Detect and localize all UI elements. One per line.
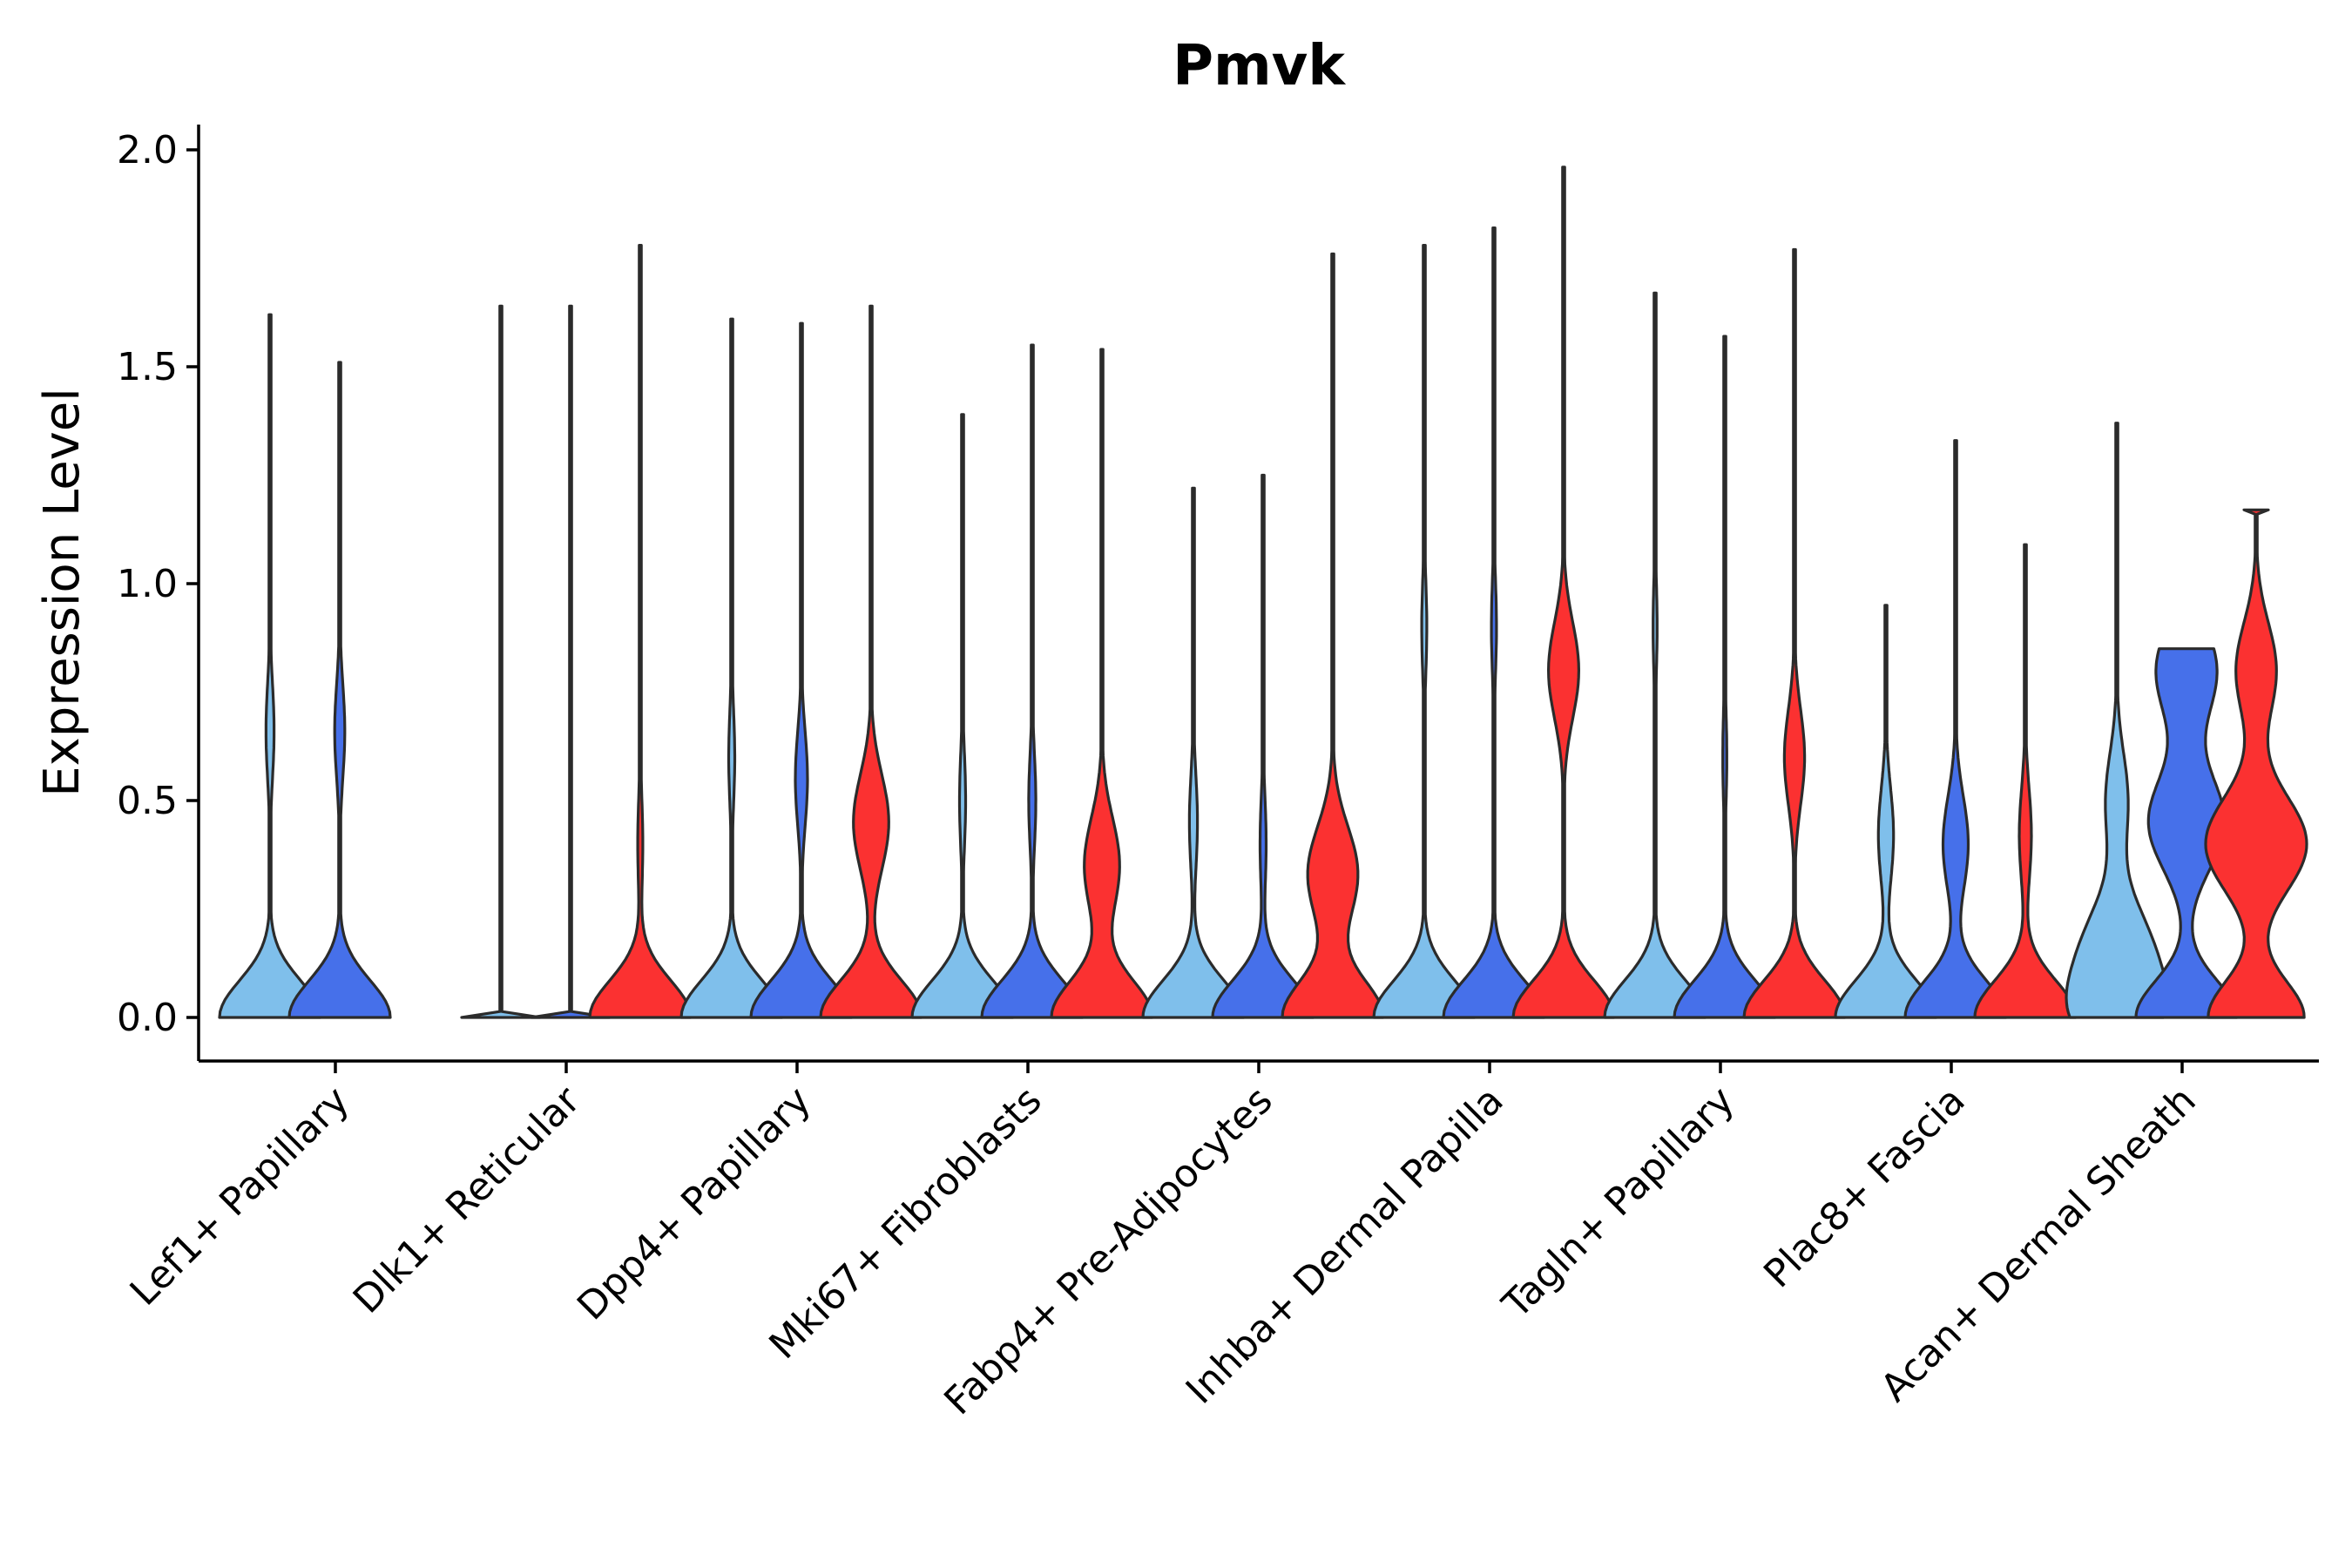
- x-category-label: Plac8+ Fascia: [1755, 1078, 1974, 1297]
- violin-7-0: [1834, 604, 1938, 1019]
- violin-0-1: [287, 361, 392, 1019]
- violin-3-1: [980, 343, 1085, 1019]
- violin-5-2: [1511, 166, 1616, 1019]
- violin-5-1: [1442, 226, 1546, 1019]
- violin-3-0: [910, 413, 1015, 1019]
- y-tick-label: 0.0: [117, 996, 178, 1040]
- violin-1-0: [460, 304, 542, 1019]
- violin-1-2: [588, 244, 693, 1019]
- x-category-label: Tagln+ Papillary: [1494, 1078, 1743, 1328]
- y-axis-label: Expression Level: [34, 388, 91, 797]
- violin-6-0: [1603, 291, 1707, 1019]
- violin-7-2: [1973, 543, 2078, 1019]
- violin-6-1: [1673, 335, 1777, 1019]
- x-category-label: Dpp4+ Papillary: [569, 1078, 820, 1329]
- violin-8-2: [2204, 508, 2308, 1019]
- violin-8-0: [2065, 422, 2169, 1019]
- violin-4-2: [1281, 252, 1385, 1019]
- violin-2-0: [679, 317, 784, 1019]
- violin-3-2: [1050, 348, 1154, 1019]
- violin-4-0: [1141, 486, 1246, 1019]
- violin-8-1: [2134, 647, 2239, 1019]
- violins-layer: [218, 166, 2308, 1019]
- violin-4-1: [1211, 473, 1315, 1019]
- violin-0-0: [218, 313, 322, 1019]
- y-tick-label: 2.0: [117, 128, 178, 172]
- y-tick-label: 0.5: [117, 779, 178, 823]
- axes: 0.0 0.5 1.0 1.5 2.0: [117, 125, 2319, 1073]
- violin-6-2: [1742, 247, 1847, 1019]
- y-tick-label: 1.5: [117, 345, 178, 389]
- y-tick-label: 1.0: [117, 562, 178, 606]
- violin-7-1: [1903, 439, 2008, 1019]
- violin-2-1: [749, 321, 854, 1019]
- violin-1-1: [530, 304, 612, 1019]
- violin-5-0: [1372, 244, 1477, 1019]
- chart-title: Pmvk: [1173, 34, 1346, 98]
- x-category-label: Dlk1+ Reticular: [345, 1078, 590, 1322]
- violin-2-2: [819, 304, 923, 1019]
- x-category-label: Lef1+ Papillary: [122, 1078, 358, 1315]
